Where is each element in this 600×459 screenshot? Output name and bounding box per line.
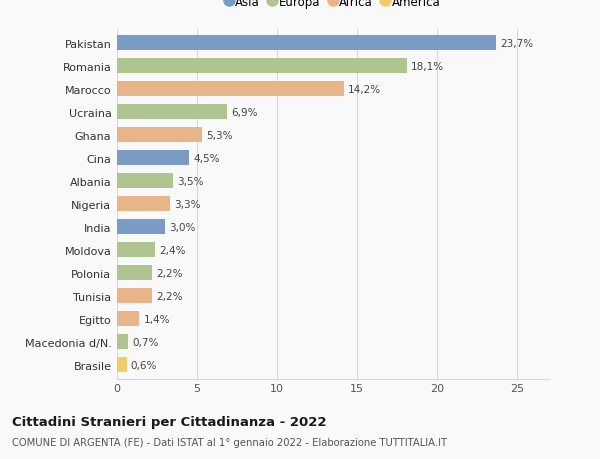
- Text: 0,7%: 0,7%: [132, 337, 158, 347]
- Text: 3,5%: 3,5%: [177, 176, 203, 186]
- Legend: Asia, Europa, Africa, America: Asia, Europa, Africa, America: [226, 0, 440, 9]
- Bar: [117, 220, 165, 235]
- Bar: [117, 266, 152, 280]
- Text: 2,4%: 2,4%: [160, 245, 186, 255]
- Text: 14,2%: 14,2%: [348, 84, 382, 95]
- Text: COMUNE DI ARGENTA (FE) - Dati ISTAT al 1° gennaio 2022 - Elaborazione TUTTITALIA: COMUNE DI ARGENTA (FE) - Dati ISTAT al 1…: [12, 437, 447, 447]
- Text: 5,3%: 5,3%: [206, 130, 232, 140]
- Text: Cittadini Stranieri per Cittadinanza - 2022: Cittadini Stranieri per Cittadinanza - 2…: [12, 415, 326, 428]
- Text: 0,6%: 0,6%: [131, 360, 157, 370]
- Bar: [117, 174, 173, 189]
- Bar: [117, 312, 139, 326]
- Bar: [117, 59, 407, 74]
- Bar: [117, 289, 152, 303]
- Bar: [117, 151, 189, 166]
- Bar: [117, 82, 344, 97]
- Bar: [117, 243, 155, 257]
- Text: 18,1%: 18,1%: [410, 62, 444, 72]
- Text: 1,4%: 1,4%: [143, 314, 170, 324]
- Bar: [117, 105, 227, 120]
- Text: 3,0%: 3,0%: [169, 222, 196, 232]
- Text: 23,7%: 23,7%: [500, 39, 533, 49]
- Text: 2,2%: 2,2%: [156, 291, 182, 301]
- Text: 4,5%: 4,5%: [193, 153, 220, 163]
- Bar: [117, 358, 127, 372]
- Bar: [117, 128, 202, 143]
- Bar: [117, 197, 170, 212]
- Bar: [117, 36, 496, 51]
- Text: 3,3%: 3,3%: [174, 199, 200, 209]
- Text: 6,9%: 6,9%: [232, 107, 258, 118]
- Text: 2,2%: 2,2%: [156, 268, 182, 278]
- Bar: [117, 335, 128, 349]
